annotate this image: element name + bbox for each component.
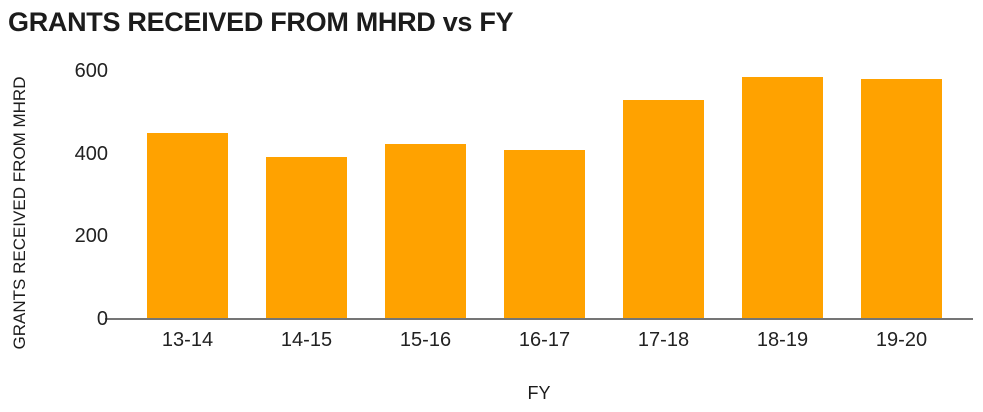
x-tick-label: 19-20 (875, 329, 928, 351)
x-axis-title: FY (527, 383, 551, 403)
x-tick-label: 14-15 (280, 329, 333, 351)
y-tick-label: 200 (74, 225, 108, 248)
bar-15-16 (385, 144, 466, 319)
x-tick-label: 16-17 (518, 329, 571, 351)
y-tick-label: 600 (74, 60, 108, 82)
y-axis-title: GRANTS RECEIVED FROM MHRD (10, 76, 29, 350)
bar-17-18 (623, 100, 704, 319)
x-tick-label: 17-18 (637, 329, 690, 351)
plot-area (105, 0, 973, 319)
bar-18-19 (742, 77, 823, 319)
x-tick-label: 18-19 (756, 329, 809, 351)
y-tick-label: 400 (74, 142, 108, 165)
bar-16-17 (504, 150, 585, 319)
y-tick-label: 0 (96, 308, 108, 330)
bar-14-15 (266, 157, 347, 319)
x-axis-line (105, 318, 973, 320)
x-tick-label: 13-14 (161, 329, 214, 351)
bar-13-14 (147, 133, 228, 319)
chart-title: GRANTS RECEIVED FROM MHRD vs FY (8, 7, 514, 37)
x-tick-label: 15-16 (399, 329, 452, 351)
bar-19-20 (861, 79, 942, 319)
